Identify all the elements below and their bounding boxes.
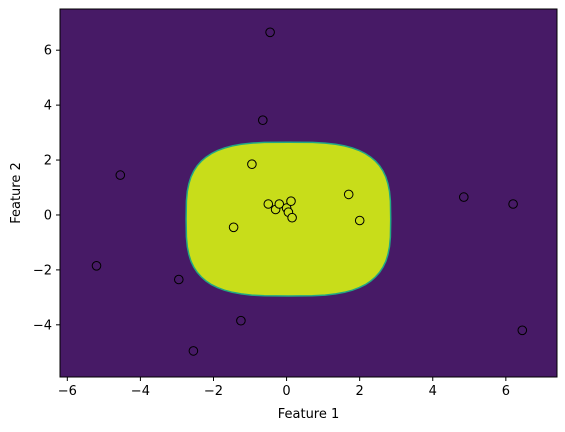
data-point-class-0 [265, 27, 275, 38]
data-points [91, 27, 528, 356]
plot-frame [59, 8, 558, 378]
data-point-class-1 [343, 189, 354, 200]
y-axis-ticks: −4 −2 0 2 4 6 [33, 44, 60, 333]
data-point-class-1 [247, 159, 257, 169]
y-tick-label: 4 [44, 99, 52, 114]
x-tick-label: 0 [282, 384, 290, 399]
data-point-class-0 [188, 346, 199, 356]
data-point-class-0 [91, 261, 102, 271]
data-point-class-0 [258, 115, 268, 125]
data-point-class-1 [287, 212, 297, 223]
x-axis-label: Feature 1 [278, 407, 340, 422]
x-tick-label: −2 [204, 384, 223, 399]
x-axis-ticks: −6 −4 −2 0 2 4 6 [58, 377, 510, 399]
axes-frame [59, 8, 558, 378]
data-point-class-0 [174, 274, 184, 285]
x-tick-label: −6 [58, 384, 77, 399]
data-point-class-0 [115, 170, 126, 180]
y-tick-label: −2 [33, 263, 52, 278]
x-tick-label: −4 [131, 384, 150, 399]
data-point-class-0 [459, 192, 469, 202]
x-tick-label: 4 [429, 384, 437, 399]
data-point-class-0 [517, 325, 528, 336]
x-tick-label: 6 [502, 384, 510, 399]
y-tick-label: 0 [44, 208, 52, 223]
y-tick-label: 2 [44, 154, 52, 169]
data-point-class-1 [286, 196, 296, 206]
data-point-class-0 [508, 199, 518, 209]
data-point-class-1 [228, 222, 239, 233]
data-point-class-1 [263, 199, 274, 209]
y-tick-label: 6 [44, 44, 52, 59]
data-point-class-1 [354, 215, 365, 226]
x-tick-label: 2 [356, 384, 364, 399]
y-axis-label: Feature 2 [9, 162, 24, 224]
data-point-class-0 [236, 315, 246, 326]
y-tick-label: −4 [33, 318, 52, 333]
data-point-class-1 [274, 199, 285, 209]
